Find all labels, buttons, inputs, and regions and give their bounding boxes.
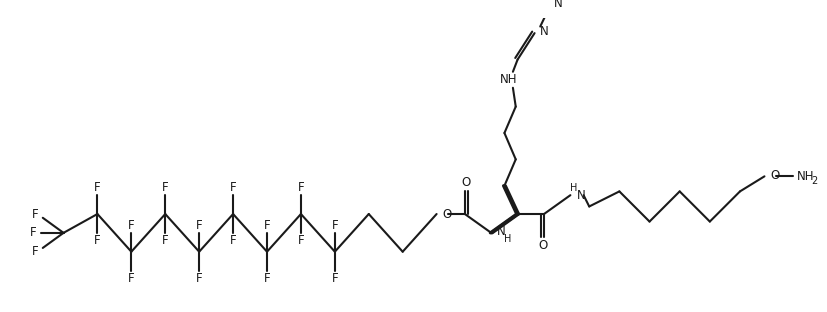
Text: F: F [32, 207, 39, 221]
Text: NH: NH [796, 170, 814, 183]
Text: N: N [540, 25, 549, 38]
Text: H: H [504, 234, 512, 245]
Text: O: O [770, 169, 779, 182]
Text: N: N [577, 189, 586, 202]
Text: O: O [461, 176, 471, 189]
Text: F: F [162, 181, 169, 194]
Text: F: F [332, 219, 338, 232]
Text: O: O [442, 207, 452, 221]
Text: F: F [298, 234, 304, 247]
Text: 2: 2 [811, 176, 818, 186]
Text: O: O [538, 239, 547, 251]
Text: F: F [32, 245, 39, 258]
Text: F: F [264, 219, 270, 232]
Text: F: F [298, 181, 304, 194]
Text: N: N [497, 225, 505, 238]
Text: F: F [230, 181, 237, 194]
Text: F: F [128, 271, 135, 285]
Text: N: N [554, 0, 563, 10]
Text: F: F [128, 219, 135, 232]
Text: H: H [570, 183, 577, 193]
Text: F: F [332, 271, 338, 285]
Text: F: F [196, 271, 203, 285]
Text: F: F [230, 234, 237, 247]
Text: F: F [162, 234, 169, 247]
Text: F: F [94, 181, 101, 194]
Text: F: F [196, 219, 203, 232]
Text: NH: NH [500, 73, 517, 86]
Text: F: F [264, 271, 270, 285]
Text: F: F [94, 234, 101, 247]
Text: F: F [30, 227, 36, 239]
